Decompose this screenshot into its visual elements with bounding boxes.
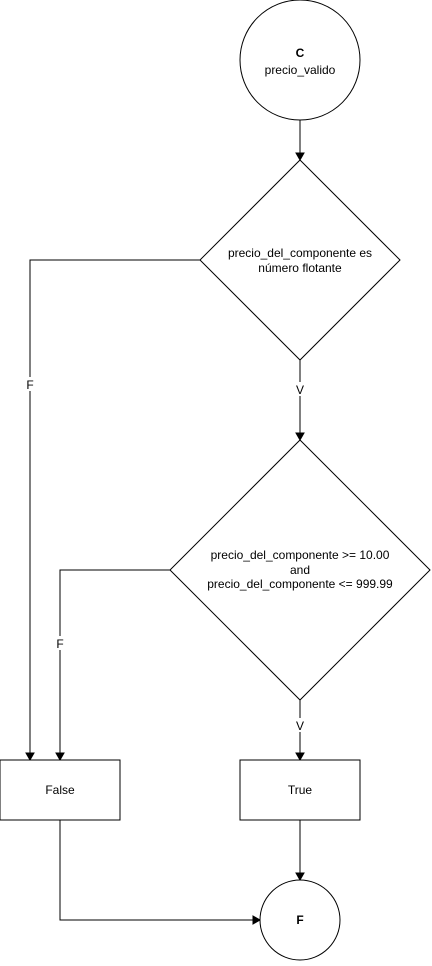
false-result-box [0, 759, 121, 821]
decision1-diamond [199, 159, 401, 361]
end-letter: F [296, 913, 303, 927]
true-result-node[interactable]: True [239, 759, 361, 821]
start-letter: C [296, 46, 305, 60]
decision2-text-line1: precio_del_componente >= 10.00 [211, 548, 390, 562]
start-circle [239, 0, 361, 121]
false-result-label: False [45, 783, 75, 797]
decision1-true-label: V [296, 383, 304, 397]
edge-decision1-false: F [24, 259, 200, 762]
decision1-text-line1: precio_del_componente es [228, 246, 372, 260]
edge-decision2-false: F [54, 569, 170, 762]
true-result-label: True [288, 783, 313, 797]
edge-true-to-end [295, 820, 305, 882]
start-node[interactable]: C precio_valido [239, 0, 361, 121]
decision1-node[interactable]: precio_del_componente es número flotante [199, 159, 401, 361]
edge-false-to-end [59, 820, 262, 925]
decision2-true-label: V [296, 719, 304, 733]
edge-start-to-decision1 [295, 120, 305, 162]
true-result-box [239, 759, 361, 821]
end-circle [259, 879, 341, 961]
decision2-false-label: F [56, 637, 63, 651]
edge-decision2-true: V [294, 700, 306, 762]
decision2-text-line2: and [290, 563, 310, 577]
decision1-false-label: F [26, 378, 33, 392]
start-name: precio_valido [265, 63, 336, 77]
end-node[interactable]: F [259, 879, 341, 961]
false-result-node[interactable]: False [0, 759, 121, 821]
decision2-text-line3: precio_del_componente <= 999.99 [207, 577, 393, 591]
decision2-node[interactable]: precio_del_componente >= 10.00 and preci… [169, 439, 431, 701]
decision1-text-line2: número flotante [258, 261, 342, 275]
edge-decision1-true: V [294, 360, 306, 442]
